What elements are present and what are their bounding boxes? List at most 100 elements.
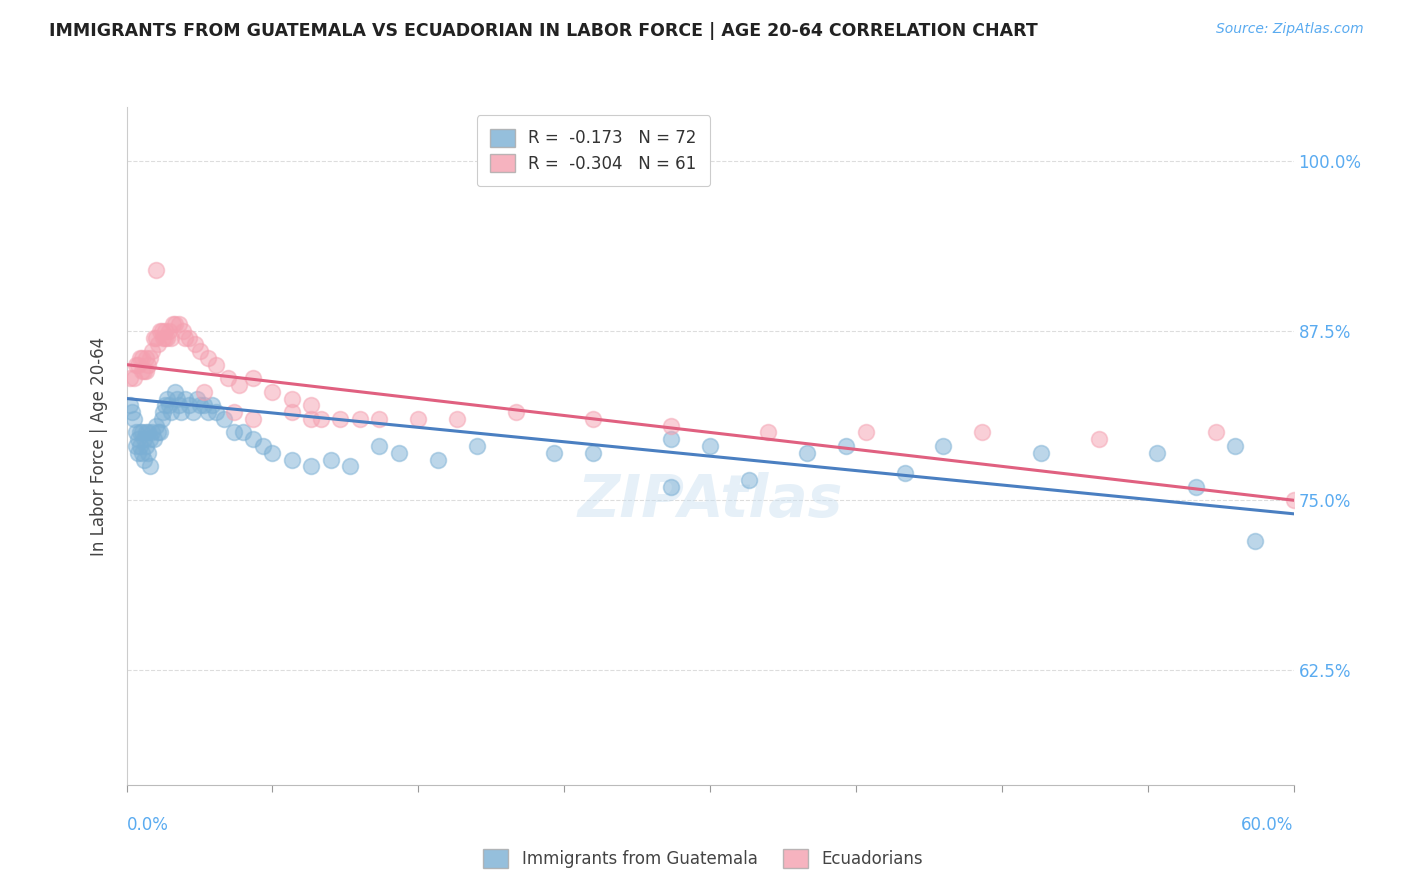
Point	[796, 446, 818, 460]
Point	[181, 405, 204, 419]
Point	[157, 324, 180, 338]
Point	[135, 364, 157, 378]
Point	[145, 418, 167, 433]
Point	[659, 418, 682, 433]
Point	[217, 371, 239, 385]
Point	[281, 452, 304, 467]
Point	[165, 317, 187, 331]
Point	[145, 330, 167, 344]
Point	[242, 412, 264, 426]
Point	[738, 473, 761, 487]
Point	[162, 317, 184, 331]
Point	[170, 405, 193, 419]
Point	[505, 405, 527, 419]
Point	[146, 337, 169, 351]
Point	[136, 358, 159, 372]
Point	[972, 425, 994, 440]
Point	[160, 330, 183, 344]
Point	[446, 412, 468, 426]
Point	[121, 405, 143, 419]
Point	[205, 405, 228, 419]
Point	[186, 392, 208, 406]
Point	[136, 446, 159, 460]
Point	[142, 330, 165, 344]
Point	[1029, 446, 1052, 460]
Point	[152, 330, 174, 344]
Point	[165, 384, 187, 399]
Point	[139, 459, 162, 474]
Point	[135, 425, 157, 440]
Point	[155, 398, 177, 412]
Point	[1282, 493, 1305, 508]
Point	[136, 425, 159, 440]
Point	[262, 446, 284, 460]
Point	[129, 351, 152, 365]
Point	[582, 412, 605, 426]
Point	[465, 439, 488, 453]
Point	[222, 405, 245, 419]
Point	[222, 425, 245, 440]
Point	[157, 398, 180, 412]
Point	[172, 324, 194, 338]
Point	[408, 412, 430, 426]
Point	[120, 398, 142, 412]
Point	[127, 432, 149, 446]
Point	[193, 398, 215, 412]
Point	[129, 439, 152, 453]
Point	[142, 432, 165, 446]
Point	[127, 446, 149, 460]
Point	[149, 324, 172, 338]
Point	[120, 371, 142, 385]
Point	[1185, 480, 1208, 494]
Point	[139, 351, 162, 365]
Point	[201, 398, 224, 412]
Point	[1243, 533, 1265, 548]
Text: ZIPAtlas: ZIPAtlas	[578, 472, 842, 529]
Point	[193, 384, 215, 399]
Point	[855, 425, 877, 440]
Point	[197, 405, 219, 419]
Point	[129, 425, 152, 440]
Point	[145, 262, 167, 277]
Point	[699, 439, 721, 453]
Point	[155, 324, 177, 338]
Point	[149, 425, 172, 440]
Point	[177, 398, 200, 412]
Point	[582, 446, 605, 460]
Point	[349, 412, 371, 426]
Point	[756, 425, 779, 440]
Point	[139, 432, 162, 446]
Point	[127, 358, 149, 372]
Point	[131, 425, 153, 440]
Point	[125, 425, 148, 440]
Point	[150, 412, 173, 426]
Point	[281, 405, 304, 419]
Y-axis label: In Labor Force | Age 20-64: In Labor Force | Age 20-64	[90, 336, 108, 556]
Point	[167, 398, 190, 412]
Text: 60.0%: 60.0%	[1241, 816, 1294, 834]
Point	[177, 330, 200, 344]
Point	[242, 432, 264, 446]
Point	[125, 358, 148, 372]
Point	[339, 459, 361, 474]
Legend: R =  -0.173   N = 72, R =  -0.304   N = 61: R = -0.173 N = 72, R = -0.304 N = 61	[477, 115, 710, 186]
Point	[125, 439, 148, 453]
Point	[141, 425, 163, 440]
Point	[174, 392, 197, 406]
Point	[659, 480, 682, 494]
Point	[146, 425, 169, 440]
Point	[135, 439, 157, 453]
Point	[152, 405, 174, 419]
Point	[1223, 439, 1246, 453]
Point	[299, 459, 322, 474]
Point	[329, 412, 352, 426]
Point	[174, 330, 197, 344]
Point	[281, 392, 304, 406]
Point	[368, 412, 391, 426]
Point	[426, 452, 449, 467]
Point	[156, 392, 179, 406]
Point	[131, 364, 153, 378]
Legend: Immigrants from Guatemala, Ecuadorians: Immigrants from Guatemala, Ecuadorians	[477, 843, 929, 875]
Point	[166, 392, 188, 406]
Point	[132, 432, 155, 446]
